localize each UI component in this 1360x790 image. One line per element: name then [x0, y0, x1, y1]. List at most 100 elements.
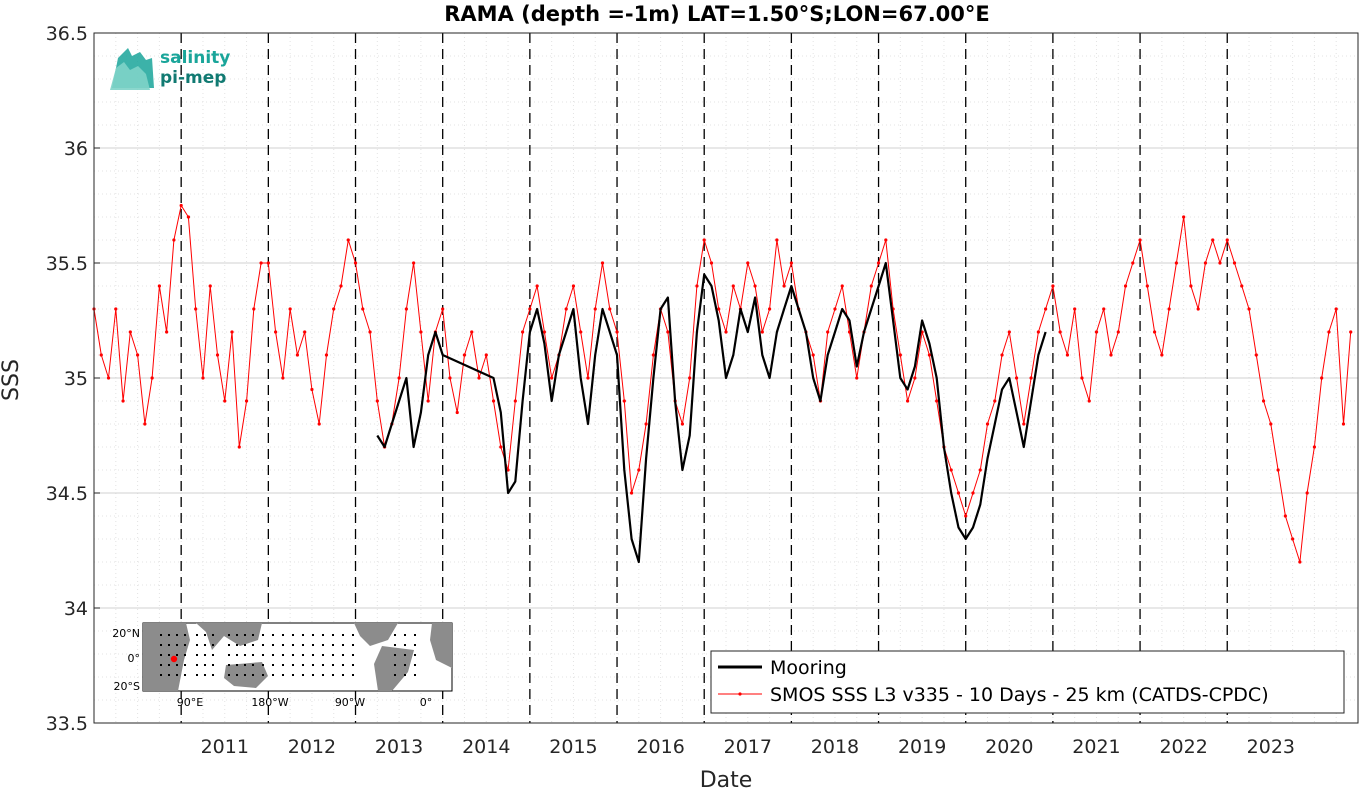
smos-point [1225, 238, 1229, 242]
smos-point [462, 353, 467, 357]
smos-point [1240, 284, 1244, 288]
smos-point [1261, 399, 1266, 403]
smos-point [368, 330, 372, 334]
smos-point [702, 238, 706, 242]
mooring-dot [184, 644, 186, 646]
smos-point [1109, 353, 1113, 357]
x-tick-labels: 2011 2012 2013 2014 2015 2016 2017 2018 2019 2020… [201, 736, 1295, 758]
logo-line2: pi-mep [160, 68, 226, 88]
mooring-dot [414, 674, 416, 676]
mooring-dot [312, 644, 314, 646]
mooring-dot [292, 634, 294, 636]
smos-point [179, 203, 183, 208]
smos-point [1044, 307, 1048, 311]
mooring-dot [168, 664, 170, 666]
smos-point [1203, 261, 1208, 265]
mooring-dot [244, 674, 246, 676]
mooring-dot [212, 654, 214, 656]
mooring-dot [302, 644, 304, 646]
smos-point [186, 215, 191, 219]
mooring-dot [394, 654, 396, 656]
smos-point [339, 284, 343, 288]
mooring-dot [160, 634, 162, 636]
mooring-dot [262, 654, 264, 656]
mooring-dot [272, 664, 274, 666]
mooring-dot [262, 664, 264, 666]
smos-point [1014, 376, 1019, 380]
mooring-dot [168, 674, 170, 676]
mooring-dot [204, 674, 206, 676]
smos-point [346, 238, 350, 242]
mooring-dot [312, 634, 314, 636]
smos-point [244, 399, 249, 403]
mooring-dot [352, 674, 354, 676]
smos-point [237, 445, 241, 449]
mooring-dot [244, 634, 246, 636]
mooring-dot [394, 674, 396, 676]
x-tick-label: 2019 [898, 736, 946, 758]
y-axis-label: SSS [0, 359, 24, 401]
mooring-dot [322, 634, 324, 636]
smos-point [644, 422, 648, 426]
smos-point [324, 353, 329, 357]
smos-point [709, 261, 714, 265]
mooring-dot [236, 654, 238, 656]
mooring-dot [184, 664, 186, 666]
mooring-dot [282, 654, 284, 656]
smos-point [1073, 307, 1077, 311]
series-smos [92, 203, 1353, 564]
smos-point [811, 353, 815, 357]
x-tick-label: 2013 [375, 736, 423, 758]
smos-point [579, 330, 583, 334]
smos-point [1349, 330, 1353, 334]
mooring-dot [302, 674, 304, 676]
mooring-dot [414, 644, 416, 646]
smos-point [1087, 399, 1091, 403]
smos-point [477, 376, 481, 380]
map-asia [196, 623, 262, 650]
smos-point [1123, 284, 1128, 288]
smos-point [782, 284, 786, 288]
smos-point [223, 399, 227, 403]
smos-point [1160, 353, 1164, 357]
y-tick-label: 34.5 [46, 483, 88, 505]
mooring-dot [352, 634, 354, 636]
mooring-dot [204, 664, 206, 666]
mooring-dot [352, 644, 354, 646]
smos-point [1269, 422, 1273, 426]
mooring-dot [252, 634, 254, 636]
map-africa [143, 623, 190, 691]
map-lon-90w: 90°W [335, 696, 365, 709]
smos-point [746, 261, 750, 265]
mooring-dot [196, 674, 198, 676]
x-tick-label: 2023 [1247, 736, 1295, 758]
mooring-dot [332, 674, 334, 676]
year-boundary-lines [180, 33, 1228, 723]
smos-point [593, 307, 597, 311]
smos-point [1327, 330, 1331, 334]
mooring-dot [204, 634, 206, 636]
smos-point [121, 399, 125, 403]
smos-point [1051, 284, 1055, 288]
x-tick-label: 2014 [462, 736, 510, 758]
mooring-dot [228, 634, 230, 636]
x-tick-label: 2016 [636, 736, 684, 758]
smos-point [295, 353, 300, 357]
legend-label-mooring: Mooring [770, 657, 847, 679]
mooring-dot [212, 634, 214, 636]
map-lat-20s: 20°S [114, 680, 140, 693]
mooring-dot [196, 664, 198, 666]
mooring-dot [252, 644, 254, 646]
mooring-dot [168, 644, 170, 646]
mooring-dot [312, 674, 314, 676]
smos-point [281, 376, 285, 380]
smos-point [615, 330, 619, 334]
mooring-dot [292, 664, 294, 666]
smos-point [1232, 261, 1237, 265]
smos-point [317, 422, 321, 426]
mooring-dot [204, 644, 206, 646]
mooring-dot [160, 664, 162, 666]
smos-point [426, 399, 430, 403]
smos-line [93, 205, 1352, 563]
smos-point [876, 261, 881, 265]
